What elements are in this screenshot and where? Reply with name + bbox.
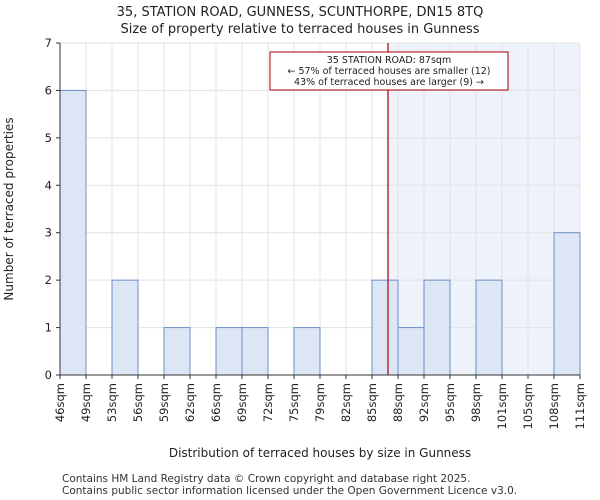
x-tick-label-46sqm: 46sqm [53,383,67,422]
x-tick-label-53sqm: 53sqm [105,383,119,422]
chart-subtitle: Size of property relative to terraced ho… [120,22,480,37]
x-tick-label-79sqm: 79sqm [313,383,327,422]
footer-licence: Contains public sector information licen… [62,485,518,497]
x-tick-label-56sqm: 56sqm [131,383,145,422]
x-tick-label-105sqm: 105sqm [521,383,535,429]
annotation-line-1: 35 STATION ROAD: 87sqm [327,55,451,66]
y-axis-label: Number of terraced properties [2,117,16,300]
x-tick-label-92sqm: 92sqm [417,383,431,422]
y-tick-label-2: 2 [45,273,52,287]
x-tick-label-98sqm: 98sqm [469,383,483,422]
x-tick-label-82sqm: 82sqm [339,383,353,422]
x-axis-label: Distribution of terraced houses by size … [169,446,471,460]
y-tick-label-4: 4 [45,178,52,192]
x-tick-label-66sqm: 66sqm [209,383,223,422]
bar-69sqm [241,327,269,376]
bar-88sqm [397,327,425,376]
x-tick-label-95sqm: 95sqm [443,383,457,422]
y-tick-label-3: 3 [45,226,52,240]
bar-92sqm [423,279,451,376]
x-tick-label-108sqm: 108sqm [547,383,561,429]
annotation-line-2: ← 57% of terraced houses are smaller (12… [287,66,490,77]
x-tick-label-69sqm: 69sqm [235,383,249,422]
footer-copyright: Contains HM Land Registry data © Crown c… [62,473,471,485]
bar-53sqm [111,279,139,376]
y-tick-label-5: 5 [45,131,52,145]
x-tick-label-49sqm: 49sqm [79,383,93,422]
chart-title: 35, STATION ROAD, GUNNESS, SCUNTHORPE, D… [116,5,484,20]
bar-108sqm [553,232,581,376]
x-tick-label-72sqm: 72sqm [261,383,275,422]
annotation-box [269,51,509,91]
bar-46sqm [59,89,87,376]
y-tick-label-1: 1 [45,321,52,335]
y-tick-label-7: 7 [45,36,52,50]
bar-59sqm [163,327,191,376]
x-tick-label-101sqm: 101sqm [495,383,509,429]
y-tick-label-0: 0 [45,368,52,382]
x-tick-label-75sqm: 75sqm [287,383,301,422]
bar-66sqm [215,327,243,376]
annotation-line-3: 43% of terraced houses are larger (9) → [294,77,484,88]
bar-98sqm [475,279,503,376]
x-tick-label-88sqm: 88sqm [391,383,405,422]
y-tick-label-6: 6 [45,83,52,97]
x-tick-label-59sqm: 59sqm [157,383,171,422]
bar-85sqm [371,279,399,376]
x-tick-label-111sqm: 111sqm [573,383,587,429]
x-tick-label-85sqm: 85sqm [365,383,379,422]
x-tick-label-62sqm: 62sqm [183,383,197,422]
bar-75sqm [293,327,321,376]
